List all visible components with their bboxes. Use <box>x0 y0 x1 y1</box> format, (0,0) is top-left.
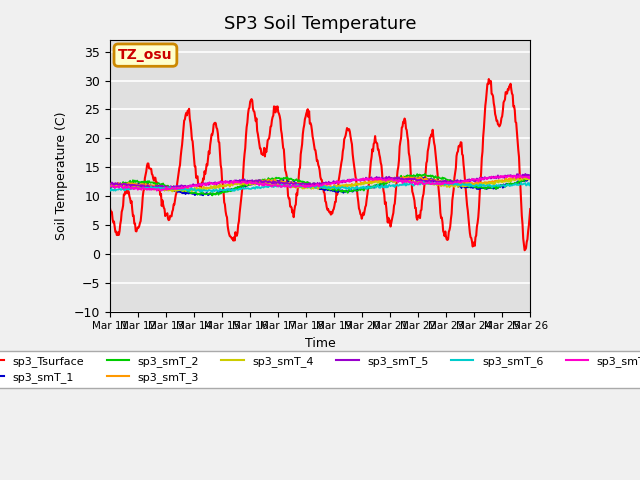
Legend: sp3_Tsurface, sp3_smT_1, sp3_smT_2, sp3_smT_3, sp3_smT_4, sp3_smT_5, sp3_smT_6, : sp3_Tsurface, sp3_smT_1, sp3_smT_2, sp3_… <box>0 351 640 387</box>
X-axis label: Time: Time <box>305 337 335 350</box>
Y-axis label: Soil Temperature (C): Soil Temperature (C) <box>55 112 68 240</box>
Title: SP3 Soil Temperature: SP3 Soil Temperature <box>224 15 416 33</box>
Text: TZ_osu: TZ_osu <box>118 48 173 62</box>
